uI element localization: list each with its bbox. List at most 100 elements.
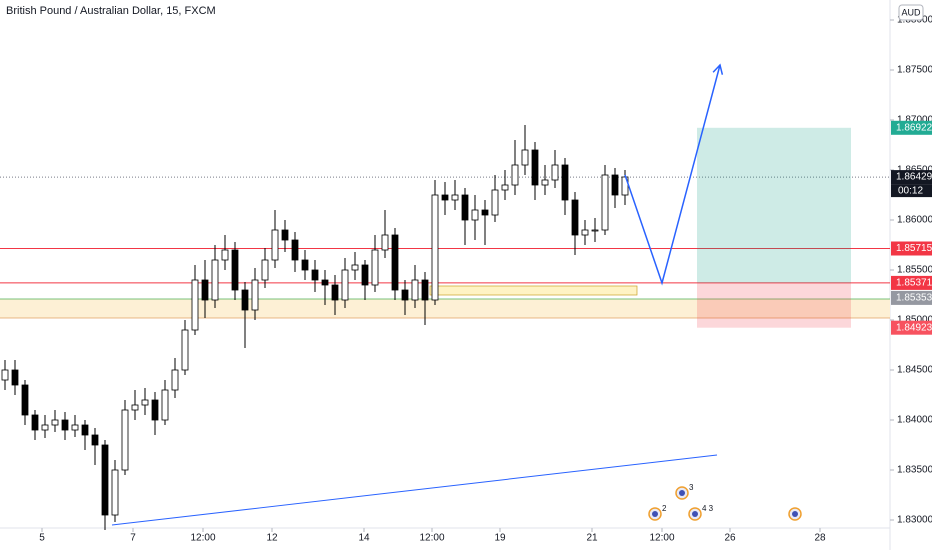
candle-body: [581, 229, 589, 236]
candle-body: [491, 189, 499, 216]
price-marker-label: 1.86429: [896, 172, 932, 183]
x-tick-label: 28: [814, 533, 826, 544]
candle-body: [451, 194, 459, 201]
candle-body: [61, 419, 69, 431]
price-marker-label: 1.85353: [896, 293, 932, 304]
x-tick-label: 26: [724, 533, 736, 544]
x-tick-label: 12: [266, 533, 278, 544]
event-flag: [679, 490, 685, 496]
x-tick-label: 12:00: [190, 533, 215, 544]
candle-body: [351, 264, 359, 271]
chart-title: British Pound / Australian Dollar, 15, F…: [6, 5, 216, 17]
projection-path: [624, 64, 721, 286]
candle-body: [291, 239, 299, 261]
event-flag: [792, 511, 798, 517]
support-zone: [0, 299, 890, 318]
candle-body: [211, 259, 219, 301]
candle-body: [381, 234, 389, 251]
candle-body: [241, 289, 249, 311]
event-flag: [652, 511, 658, 517]
candle-body: [121, 409, 129, 471]
price-marker: [891, 120, 932, 135]
candle-body: [81, 424, 89, 436]
y-tick-label: 1.86000: [897, 215, 932, 226]
candle-body: [21, 384, 29, 416]
y-tick-label: 1.85500: [897, 265, 932, 276]
candle-body: [71, 424, 79, 431]
event-count: 2: [662, 504, 667, 513]
x-tick-label: 12:00: [649, 533, 674, 544]
candle-body: [111, 469, 119, 516]
candle-body: [361, 264, 369, 286]
candle-body: [11, 369, 19, 386]
event-count: 4 3: [702, 504, 714, 513]
candle-body: [401, 289, 409, 301]
currency-box[interactable]: [898, 4, 924, 21]
price-marker-label: 1.85715: [896, 243, 932, 254]
candle-body: [151, 399, 159, 421]
candle-body: [101, 444, 109, 516]
countdown-box: [891, 184, 932, 198]
event-flag: [692, 511, 698, 517]
candle-body: [561, 164, 569, 201]
x-tick-label: 5: [39, 533, 45, 544]
candle-body: [591, 229, 599, 232]
candle-body: [421, 279, 429, 301]
candle-body: [521, 149, 529, 166]
candle-body: [31, 414, 39, 431]
x-tick-label: 7: [130, 533, 136, 544]
y-tick-label: 1.85000: [897, 315, 932, 326]
candle-body: [501, 184, 509, 191]
price-marker: [891, 170, 932, 185]
candle-body: [251, 279, 259, 311]
y-tick-label: 1.87500: [897, 65, 932, 76]
currency-label[interactable]: AUD: [901, 7, 921, 17]
candle-body: [311, 269, 319, 281]
candle-body: [41, 424, 49, 431]
countdown: 00:12: [898, 186, 923, 197]
candle-body: [91, 434, 99, 446]
x-tick-label: 14: [358, 533, 370, 544]
candle-body: [161, 389, 169, 421]
y-tick-label: 1.83000: [897, 515, 932, 526]
candle-body: [261, 259, 269, 281]
price-marker: [891, 320, 932, 335]
candle-body: [411, 279, 419, 301]
candle-body: [611, 174, 619, 196]
x-tick-label: 19: [494, 533, 506, 544]
candle-body: [141, 399, 149, 406]
candle-body: [51, 419, 59, 426]
candle-body: [271, 229, 279, 261]
candle-body: [281, 229, 289, 241]
order-box: [429, 285, 638, 296]
candle-body: [321, 279, 329, 286]
candle-body: [441, 194, 449, 201]
profit-area: [697, 127, 851, 283]
candle-body: [481, 209, 489, 216]
candle-body: [231, 249, 239, 291]
loss-area: [697, 282, 851, 328]
candle-body: [301, 259, 309, 271]
arrow-head: [712, 63, 724, 75]
y-tick-label: 1.84500: [897, 365, 932, 376]
candle-body: [1, 369, 9, 381]
candle-body: [541, 179, 549, 186]
y-tick-label: 1.83500: [897, 465, 932, 476]
candle-body: [511, 164, 519, 186]
candle-body: [221, 249, 229, 261]
y-tick-label: 1.87000: [897, 115, 932, 126]
price-marker: [891, 290, 932, 305]
candle-body: [431, 194, 439, 301]
price-marker-label: 1.84923: [896, 322, 932, 333]
candle-body: [551, 164, 559, 181]
candle-body: [461, 194, 469, 221]
candle-body: [201, 279, 209, 301]
candle-body: [371, 249, 379, 286]
candle-body: [191, 279, 199, 331]
y-tick-label: 1.84000: [897, 415, 932, 426]
candle-body: [601, 174, 609, 231]
price-marker-label: 1.86922: [896, 122, 932, 133]
event-count: 3: [689, 483, 694, 492]
